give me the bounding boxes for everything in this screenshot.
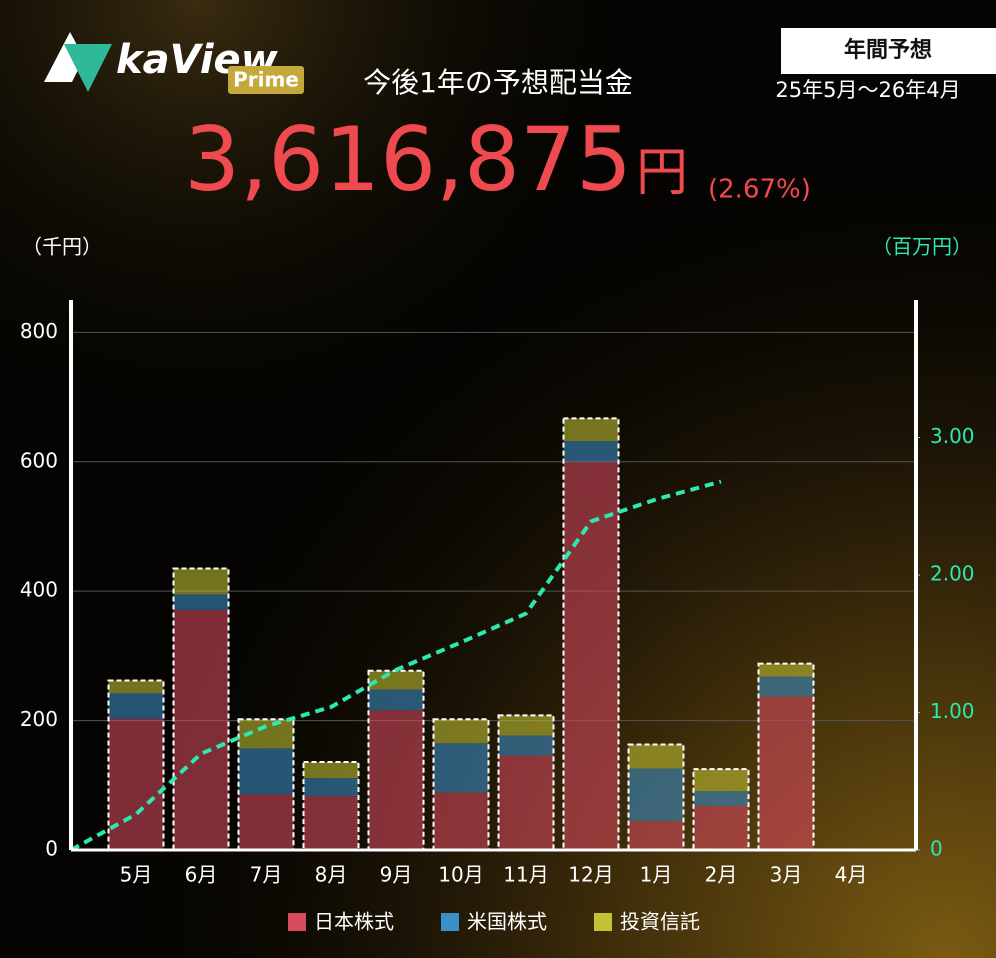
bar-segment (303, 796, 359, 850)
bar-segment (433, 719, 489, 744)
bar-segment (563, 418, 619, 442)
bar-segment (173, 609, 229, 850)
cumulative-line (70, 479, 722, 852)
logo: kaView Prime (44, 32, 304, 94)
y-tick-label: 600 (20, 448, 58, 472)
bar-segment (563, 461, 619, 850)
bar-segment (108, 680, 164, 694)
bar-segment (693, 806, 749, 850)
legend-swatch (441, 913, 459, 931)
y-tick-label: 0 (45, 837, 58, 861)
x-tick-label: 3月 (770, 863, 803, 887)
bar-segment (303, 778, 359, 797)
period: 25年5月～26年4月 (775, 78, 960, 102)
y2-tick-label: 0 (930, 837, 943, 861)
bar-segment (498, 715, 554, 736)
x-tick-label: 11月 (503, 863, 548, 887)
bar-segment (173, 568, 229, 595)
x-tick-label: 12月 (568, 863, 613, 887)
y2-tick-label: 3.00 (930, 424, 975, 448)
y2-tick-label: 2.00 (930, 562, 975, 586)
bar-segment (563, 441, 619, 462)
bar-segment (368, 670, 424, 690)
x-tick-label: 6月 (185, 863, 218, 887)
bar-segment (368, 689, 424, 711)
bar-segment (693, 791, 749, 806)
x-tick-label: 5月 (120, 863, 153, 887)
badge-text: 年間予想 (844, 37, 932, 63)
legend-label: 投資信託 (620, 910, 700, 934)
legend: 日本株式 米国株式 投資信託 (288, 910, 700, 934)
badge (781, 28, 996, 74)
bar-segment (628, 820, 684, 850)
bar-segment (498, 735, 554, 756)
bar-segment (238, 794, 294, 850)
x-tick-label: 1月 (640, 863, 673, 887)
y-axis-label: （千円） (22, 235, 102, 259)
x-tick-label: 8月 (315, 863, 348, 887)
legend-swatch (288, 913, 306, 931)
bar-segment (433, 743, 489, 793)
y2-tick-label: 1.00 (930, 699, 975, 723)
x-tick-label: 7月 (250, 863, 283, 887)
bar-outline (432, 718, 490, 852)
bar-segment (108, 693, 164, 719)
bar-segment (368, 710, 424, 850)
bar-segment (693, 769, 749, 792)
bar-segment (108, 718, 164, 850)
bar-segment (498, 755, 554, 850)
bar-segment (628, 768, 684, 821)
bar-segment (628, 744, 684, 769)
x-tick-label: 9月 (380, 863, 413, 887)
bar-segment (433, 792, 489, 850)
bar-segment (758, 663, 814, 677)
bar-segment (303, 762, 359, 779)
bar-outline (237, 718, 295, 852)
logo-badge (228, 66, 304, 94)
x-tick-label: 4月 (835, 863, 868, 887)
amount: 3,616,875 (184, 108, 632, 211)
bar-segment (758, 676, 814, 697)
bar-segment (758, 696, 814, 850)
legend-label: 日本株式 (314, 910, 394, 934)
y2-axis-label: （百万円） (872, 235, 972, 259)
yield: (2.67%) (708, 175, 811, 205)
bar-segment (238, 748, 294, 795)
legend-label: 米国株式 (467, 910, 547, 934)
bar-segment (173, 594, 229, 610)
x-tick-label: 10月 (438, 863, 483, 887)
x-tick-label: 2月 (705, 863, 738, 887)
title: 今後1年の予想配当金 (363, 66, 633, 99)
logo-badge-text: Prime (233, 68, 299, 92)
amount-unit: 円 (636, 143, 688, 203)
y-tick-label: 200 (20, 707, 58, 731)
y-tick-label: 400 (20, 578, 58, 602)
legend-swatch (594, 913, 612, 931)
y-tick-label: 800 (20, 319, 58, 343)
logo-icon (64, 44, 112, 92)
